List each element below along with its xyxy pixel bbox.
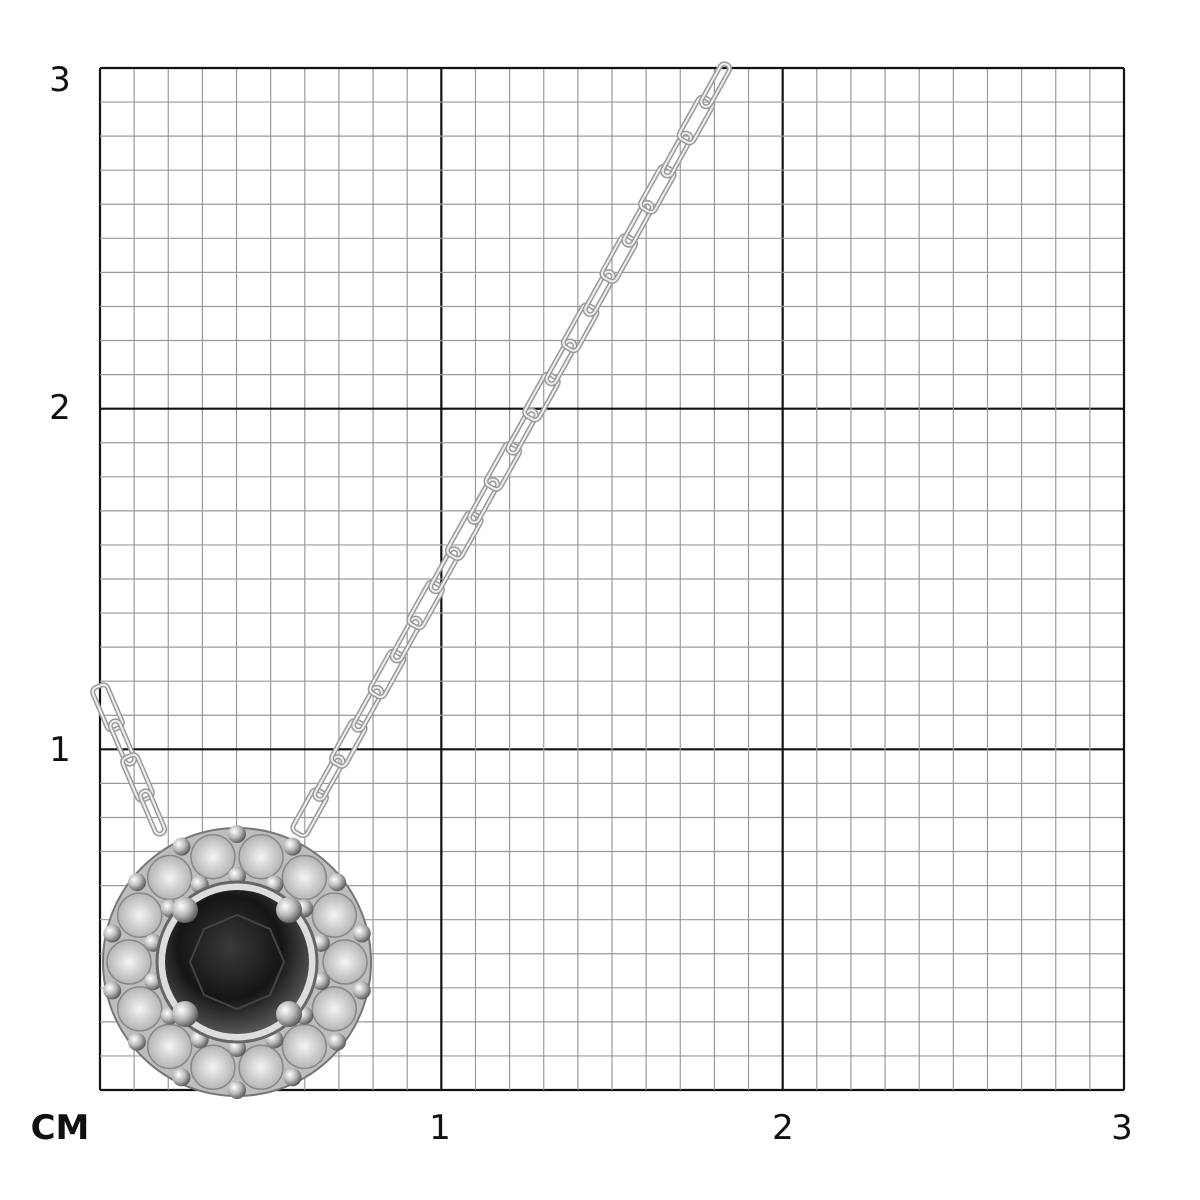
halo-diamond bbox=[322, 939, 368, 985]
chain-link bbox=[389, 615, 423, 664]
bead bbox=[172, 837, 191, 856]
halo-diamond bbox=[116, 986, 163, 1032]
bead bbox=[352, 924, 371, 943]
bead bbox=[352, 981, 371, 1000]
halo-diamond bbox=[311, 986, 358, 1032]
chain-link bbox=[582, 269, 617, 318]
chain-link bbox=[698, 61, 733, 110]
halo-diamond bbox=[106, 939, 152, 985]
chain-link bbox=[621, 199, 655, 248]
chain-link bbox=[428, 546, 462, 595]
halo-diamond bbox=[146, 1023, 193, 1070]
y-tick-1: 1 bbox=[49, 730, 71, 770]
bead bbox=[283, 837, 302, 856]
halo-diamond bbox=[238, 1044, 284, 1091]
pendant bbox=[102, 825, 372, 1099]
prong bbox=[172, 897, 198, 923]
bead bbox=[103, 924, 122, 943]
halo-diamond bbox=[146, 854, 193, 901]
x-tick-1: 1 bbox=[429, 1108, 451, 1148]
bead bbox=[228, 825, 246, 843]
halo-diamonds bbox=[103, 825, 371, 1099]
bead bbox=[127, 1032, 146, 1051]
unit-label: CM bbox=[30, 1108, 90, 1148]
chain-link bbox=[544, 338, 578, 387]
bead bbox=[328, 873, 347, 892]
chain-link bbox=[466, 477, 501, 525]
prong bbox=[276, 897, 302, 923]
y-tick-2: 2 bbox=[49, 388, 71, 428]
chain bbox=[90, 61, 733, 839]
chain-link bbox=[660, 130, 694, 179]
x-tick-3: 3 bbox=[1111, 1108, 1133, 1148]
bead bbox=[172, 1068, 191, 1087]
halo-diamond bbox=[281, 854, 328, 901]
prong bbox=[276, 1001, 302, 1027]
y-tick-3: 3 bbox=[49, 60, 71, 100]
halo-diamond bbox=[190, 833, 236, 880]
chain-link bbox=[350, 684, 385, 733]
x-tick-2: 2 bbox=[772, 1108, 794, 1148]
halo-diamond bbox=[190, 1044, 236, 1091]
chain-link bbox=[312, 754, 346, 802]
halo-diamond bbox=[116, 892, 163, 938]
chain-link bbox=[505, 407, 539, 456]
bead bbox=[103, 981, 122, 1000]
center-stone bbox=[165, 890, 309, 1034]
bead bbox=[328, 1032, 347, 1051]
bead bbox=[283, 1068, 302, 1087]
bead bbox=[127, 873, 146, 892]
halo-diamond bbox=[238, 833, 284, 880]
halo-diamond bbox=[311, 892, 358, 938]
halo-diamond bbox=[281, 1023, 328, 1070]
prong bbox=[172, 1001, 198, 1027]
bead bbox=[228, 867, 246, 885]
bead bbox=[228, 1081, 246, 1099]
chain-link bbox=[137, 788, 168, 837]
bead bbox=[228, 1039, 246, 1057]
